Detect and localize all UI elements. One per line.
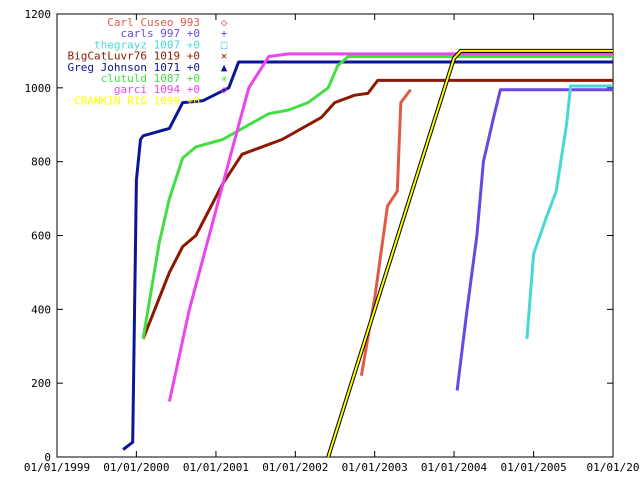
y-tick-label: 1000: [25, 82, 52, 95]
series-outline: [326, 48, 613, 458]
series-line: [141, 55, 613, 340]
series-line: [327, 49, 613, 458]
legend-label: Greg Johnson 1071 +0: [68, 61, 200, 74]
legend: Carl Cuseo 993 ◇ carls 997 +0 + thegrayz 100…: [68, 16, 228, 107]
series-line: [167, 52, 613, 402]
legend-label: garci 1094 +0: [114, 83, 200, 96]
legend-marker: □: [221, 38, 228, 51]
y-tick-label: 200: [31, 377, 51, 390]
series-line: [525, 84, 613, 340]
legend-marker: ◇: [221, 16, 228, 29]
legend-label: clutuld 1087 +0: [101, 72, 200, 85]
x-tick-label: 01/01/2003: [342, 461, 408, 474]
legend-marker: ◇: [221, 83, 228, 96]
series-line: [141, 78, 613, 340]
x-tick-label: 01/01/2002: [262, 461, 328, 474]
legend-label: carls 997 +0: [121, 27, 200, 40]
legend-label: thegrayz 1007 +0: [94, 38, 200, 51]
legend-label: Carl Cuseo 993: [107, 16, 200, 29]
x-tick-label: 01/01/1999: [24, 461, 90, 474]
legend-marker: ✳: [221, 72, 228, 85]
y-tick-label: 0: [44, 451, 51, 464]
y-tick-label: 800: [31, 156, 51, 169]
x-tick-label: 01/01/2004: [421, 461, 488, 474]
legend-label: CRANKIN RIG 1099 +0: [74, 94, 200, 107]
legend-marker: ▲: [221, 61, 228, 74]
series-line: [122, 60, 613, 451]
y-tick-label: 1200: [25, 8, 52, 21]
series-line: [455, 88, 613, 391]
x-tick-label: 01/01/2000: [103, 461, 169, 474]
x-tick-label: 01/01/20: [587, 461, 640, 474]
x-tick-label: 01/01/2005: [501, 461, 567, 474]
y-tick-label: 600: [31, 230, 51, 243]
legend-label: BigCatLuvr76 1019 +0: [68, 50, 200, 63]
y-tick-label: 400: [31, 303, 51, 316]
legend-marker: ×: [221, 50, 228, 63]
series-lines: [122, 48, 613, 458]
legend-marker: +: [221, 27, 228, 40]
x-tick-label: 01/01/2001: [183, 461, 249, 474]
